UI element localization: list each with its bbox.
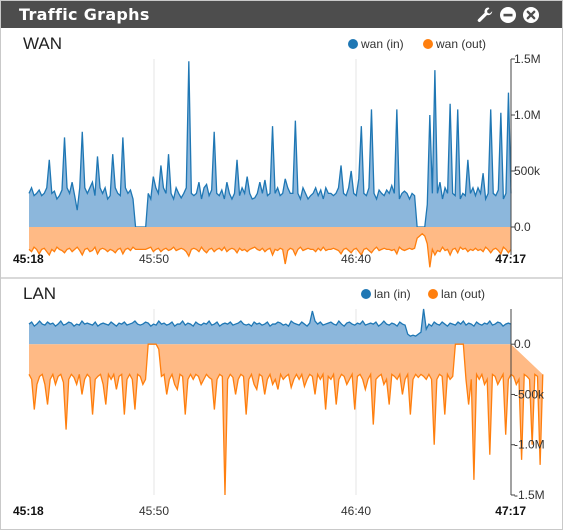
legend-label[interactable]: lan (out) [441,287,485,301]
series-line-out [28,343,544,496]
graph-title: WAN [23,34,62,53]
widget-title: Traffic Graphs [19,5,150,24]
legend-label[interactable]: wan (out) [435,37,486,51]
lan-graph: 0.0 -500k -1.0M -1.5M 45:18 45:50 46:40 47:17 LA… [13,284,545,518]
y-tick-label: 500k [514,164,541,178]
legend-swatch[interactable] [423,39,433,49]
x-tick-label: 45:50 [139,504,169,518]
x-tick-label: 45:18 [13,252,44,266]
wrench-icon[interactable] [476,6,494,24]
legend: wan (in) wan (out) [348,37,486,51]
series-area-out [29,227,511,268]
series-line-in [28,308,512,337]
y-tick-label: -1.0M [514,438,545,452]
y-tick-label: -500k [514,387,545,401]
legend-label[interactable]: lan (in) [374,287,411,301]
graph-title: LAN [23,284,56,303]
legend-swatch[interactable] [361,289,371,299]
series-line-out [28,232,512,268]
x-tick-label: 45:50 [139,252,169,266]
series-line-in [28,61,512,228]
x-tick-label: 47:17 [495,504,526,518]
x-tick-label: 46:40 [341,252,371,266]
close-icon[interactable] [522,6,540,24]
graph-divider [1,277,562,279]
y-tick-label: 1.5M [514,52,541,66]
y-tick-label: 1.0M [514,108,541,122]
widget-controls [476,5,540,25]
y-tick-label: 0.0 [514,337,531,351]
y-tick-label: 0.0 [514,220,531,234]
legend-swatch[interactable] [348,39,358,49]
legend-swatch[interactable] [428,289,438,299]
minimize-icon[interactable] [499,6,517,24]
series-area-out [29,344,543,495]
legend-label[interactable]: wan (in) [360,37,404,51]
legend: lan (in) lan (out) [361,287,485,301]
x-tick-label: 45:18 [13,504,44,518]
wan-graph: 1.5M 1.0M 500k 0.0 45:18 45:50 46:40 47:17 WAN wa… [13,34,541,268]
series-area-in [29,61,511,227]
y-tick-label: -1.5M [514,488,545,502]
widget-titlebar: Traffic Graphs [1,1,562,28]
x-tick-label: 46:40 [341,504,371,518]
x-tick-label: 47:17 [495,252,526,266]
